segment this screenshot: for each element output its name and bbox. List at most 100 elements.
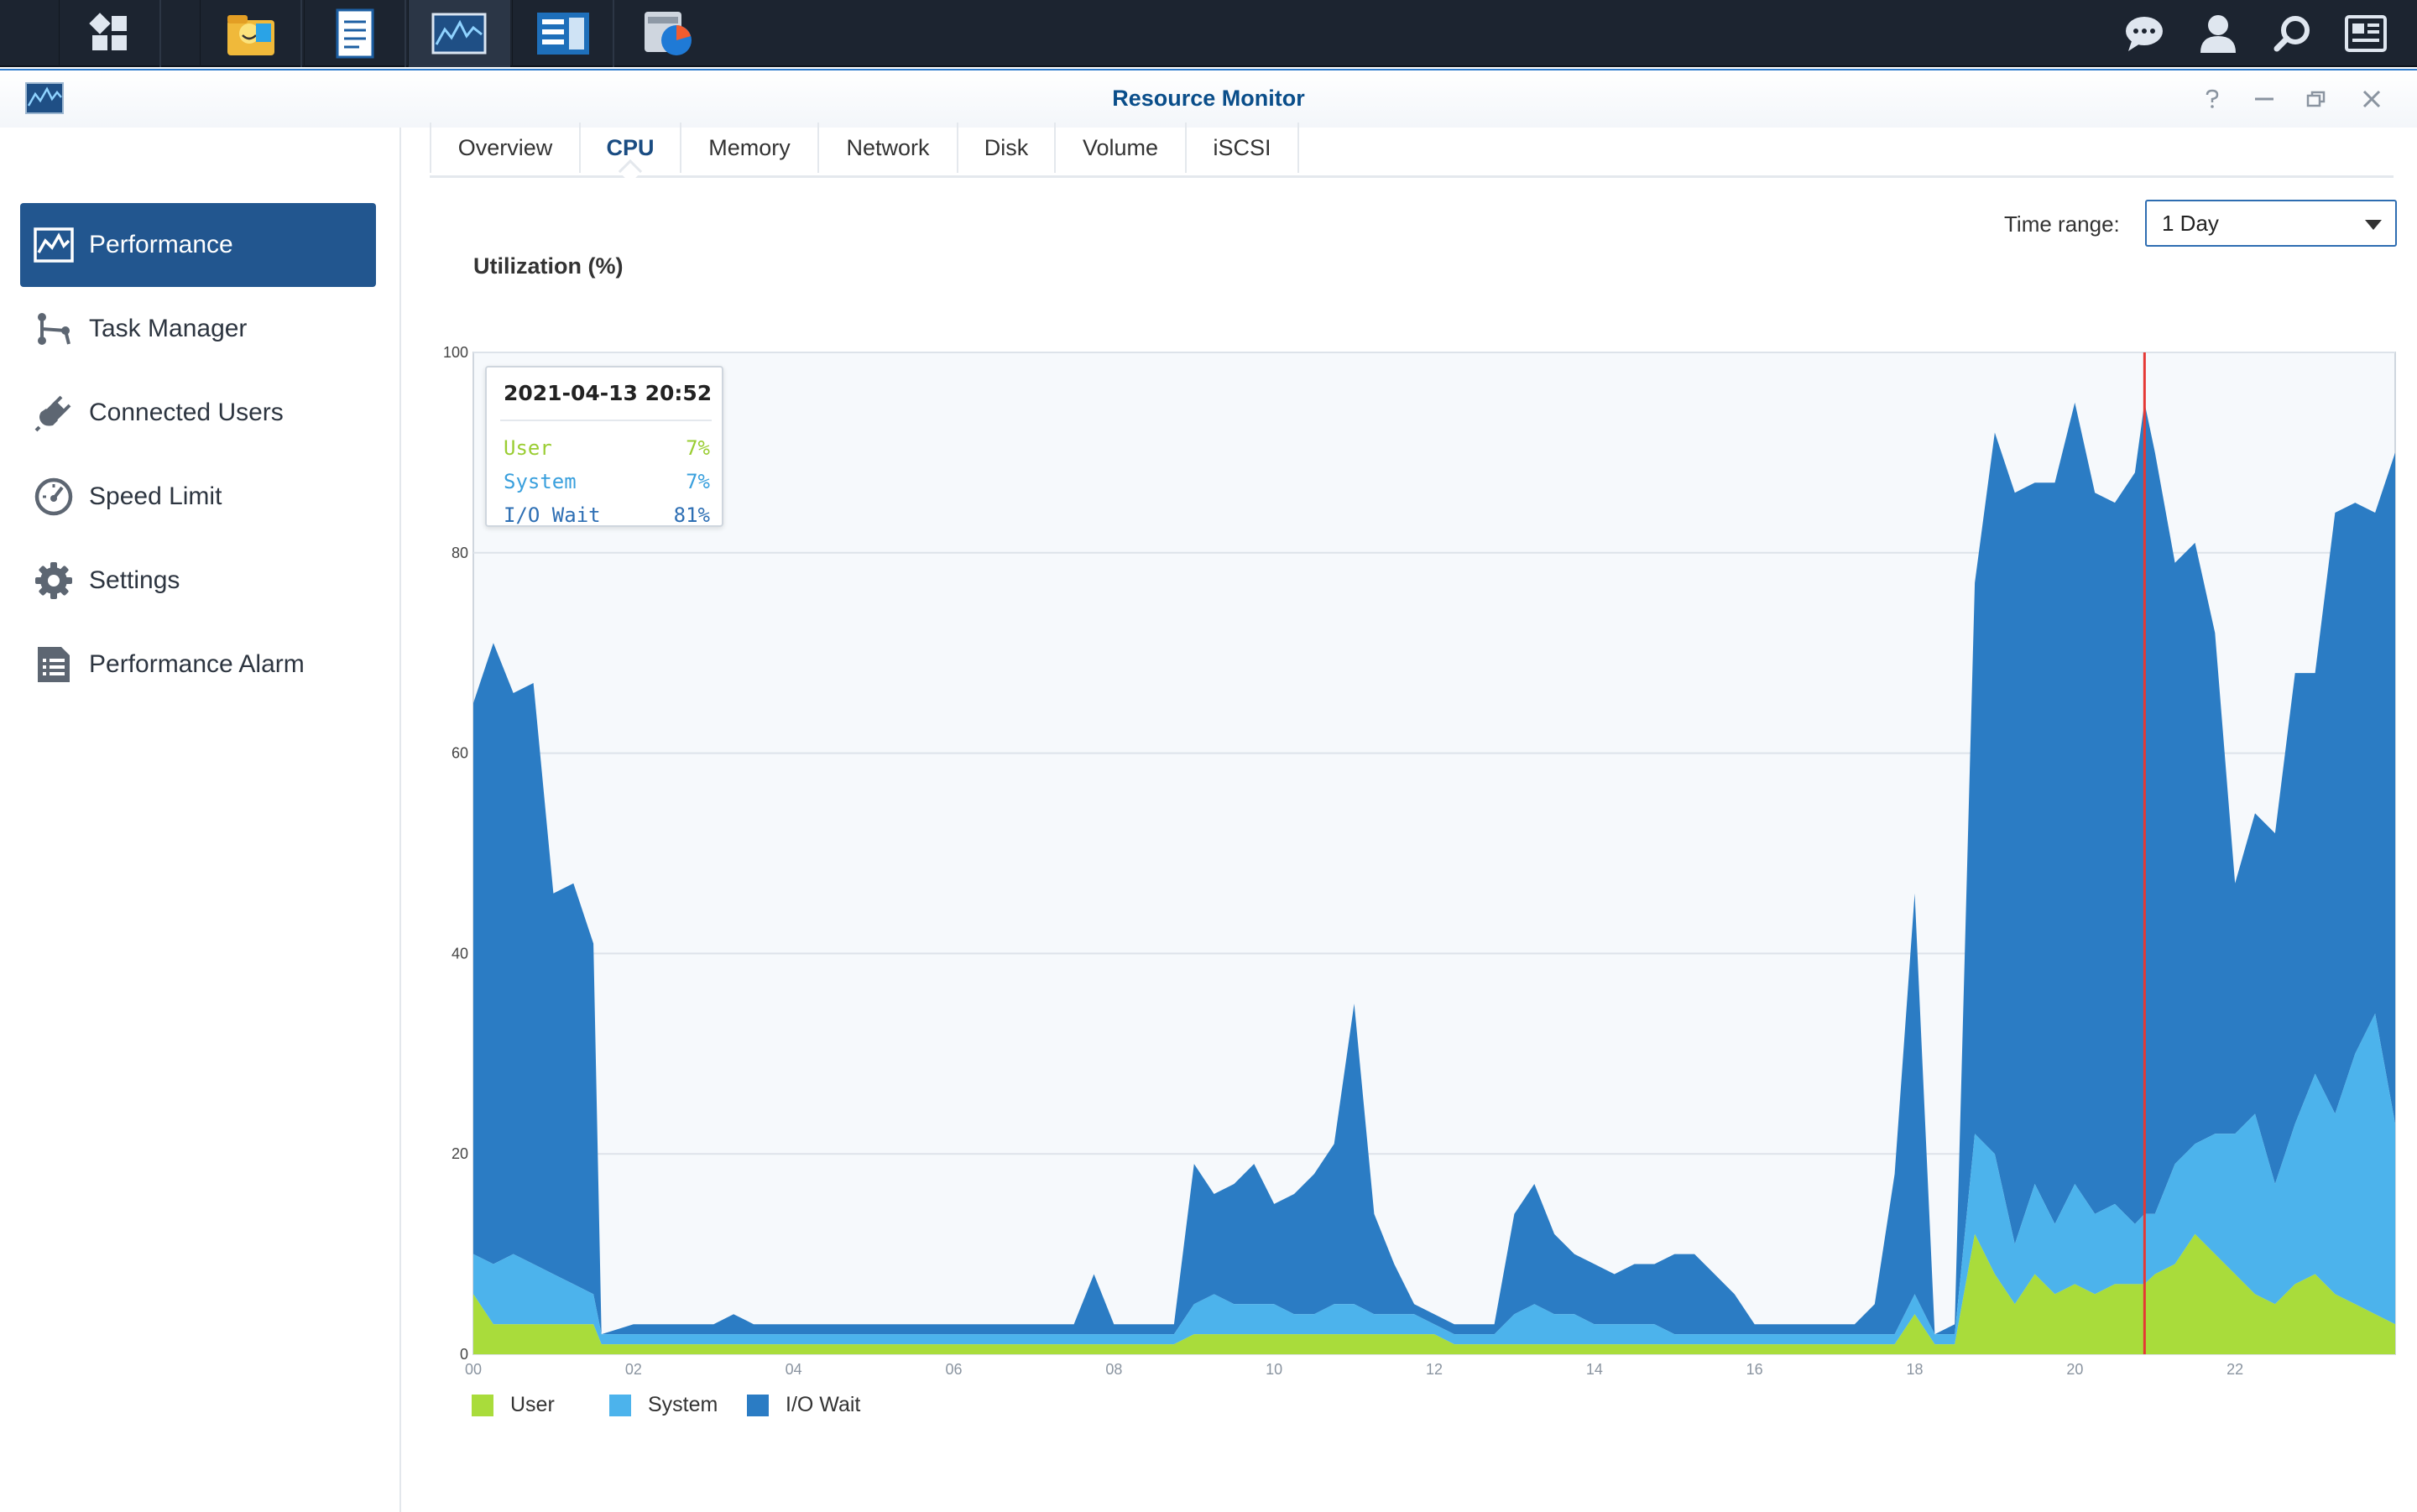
- main-menu-icon[interactable]: [59, 0, 161, 67]
- x-tick-label: 22: [2226, 1361, 2243, 1378]
- x-tick-label: 20: [2066, 1361, 2083, 1378]
- tab-overview[interactable]: Overview: [430, 123, 581, 173]
- sidebar-item-speed-limit[interactable]: Speed Limit: [20, 455, 376, 539]
- performance-icon: [32, 223, 76, 267]
- legend-item-system[interactable]: System: [609, 1393, 718, 1417]
- sidebar: Performance Task Manager Connected Users…: [0, 128, 401, 1512]
- x-tick-label: 06: [945, 1361, 962, 1378]
- x-tick-label: 18: [1906, 1361, 1923, 1378]
- sidebar-item-label: Performance Alarm: [89, 650, 305, 678]
- title-bar: Resource Monitor: [0, 70, 2417, 128]
- y-tick-label: 80: [452, 545, 468, 561]
- tab-label: iSCSI: [1213, 134, 1271, 160]
- tooltip-row-user: User 7%: [504, 436, 710, 460]
- legend-label: I/O Wait: [786, 1393, 861, 1416]
- taskbar: [0, 0, 2417, 67]
- app-icon: [25, 82, 64, 118]
- chevron-down-icon: [2365, 220, 2382, 230]
- tab-label: Memory: [708, 134, 791, 160]
- storage-manager-icon[interactable]: [512, 0, 614, 67]
- tab-cpu[interactable]: CPU: [581, 123, 681, 184]
- x-tick-label: 14: [1586, 1361, 1603, 1378]
- disk-usage-icon[interactable]: [616, 0, 718, 67]
- tab-bar: Overview CPU Memory Network Disk Volume …: [430, 123, 2394, 184]
- legend-item-iowait[interactable]: I/O Wait: [747, 1393, 860, 1417]
- tooltip-value: 7%: [686, 436, 710, 460]
- minimize-icon[interactable]: [2247, 84, 2281, 114]
- resource-monitor-icon[interactable]: [408, 0, 510, 67]
- y-tick-label: 100: [443, 344, 468, 361]
- restore-icon[interactable]: [2300, 84, 2333, 114]
- time-range-value: 1 Day: [2162, 210, 2219, 236]
- tab-label: Network: [846, 134, 930, 160]
- tab-disk[interactable]: Disk: [958, 123, 1056, 173]
- tab-iscsi[interactable]: iSCSI: [1187, 123, 1299, 173]
- alarm-list-icon: [32, 643, 76, 686]
- sidebar-item-label: Speed Limit: [89, 482, 222, 510]
- tab-label: CPU: [606, 134, 655, 160]
- plug-icon: [32, 391, 76, 435]
- tab-label: Volume: [1082, 134, 1159, 160]
- window-title: Resource Monitor: [1112, 86, 1305, 111]
- sidebar-item-performance[interactable]: Performance: [20, 203, 376, 287]
- user-icon[interactable]: [2189, 8, 2247, 59]
- y-tick-label: 40: [452, 945, 468, 962]
- widgets-icon[interactable]: [2336, 8, 2395, 59]
- resource-monitor-window: Resource Monitor Performance Task Manage…: [0, 69, 2417, 1512]
- sidebar-item-settings[interactable]: Settings: [20, 539, 376, 623]
- time-range-select[interactable]: 1 Day: [2145, 200, 2397, 247]
- chat-icon[interactable]: [2115, 8, 2174, 59]
- sidebar-item-performance-alarm[interactable]: Performance Alarm: [20, 623, 376, 706]
- tab-network[interactable]: Network: [819, 123, 958, 173]
- notes-icon[interactable]: [304, 0, 406, 67]
- tab-volume[interactable]: Volume: [1056, 123, 1187, 173]
- legend-item-user[interactable]: User: [472, 1393, 555, 1417]
- sidebar-item-label: Connected Users: [89, 399, 284, 426]
- gear-icon: [32, 559, 76, 602]
- y-tick-label: 20: [452, 1145, 468, 1162]
- tab-label: Disk: [984, 134, 1029, 160]
- legend-label: User: [510, 1393, 555, 1416]
- help-icon[interactable]: [2195, 84, 2229, 114]
- legend-swatch: [747, 1394, 769, 1416]
- tab-memory[interactable]: Memory: [681, 123, 819, 173]
- tooltip-row-iowait: I/O Wait 81%: [504, 503, 710, 527]
- sidebar-item-label: Settings: [89, 566, 180, 594]
- x-tick-label: 04: [786, 1361, 802, 1378]
- search-icon[interactable]: [2263, 8, 2321, 59]
- sidebar-item-connected-users[interactable]: Connected Users: [20, 371, 376, 455]
- tooltip-label: User: [504, 436, 552, 460]
- tooltip-row-system: System 7%: [504, 470, 710, 493]
- legend-swatch: [472, 1394, 493, 1416]
- time-range-label: Time range:: [2004, 211, 2120, 237]
- y-tick-label: 60: [452, 745, 468, 762]
- close-icon[interactable]: [2355, 84, 2388, 114]
- legend-label: System: [648, 1393, 718, 1416]
- sidebar-item-task-manager[interactable]: Task Manager: [20, 287, 376, 371]
- x-tick-label: 10: [1266, 1361, 1282, 1378]
- chart-tooltip: 2021-04-13 20:52 User 7% System 7% I/O W…: [485, 366, 723, 527]
- area-iowait: [473, 402, 2395, 1335]
- sidebar-item-label: Task Manager: [89, 315, 248, 342]
- x-tick-label: 16: [1746, 1361, 1763, 1378]
- y-tick-label: 0: [460, 1346, 468, 1363]
- x-tick-label: 08: [1105, 1361, 1122, 1378]
- chart-title: Utilization (%): [473, 253, 624, 279]
- tooltip-timestamp: 2021-04-13 20:52: [504, 381, 713, 405]
- tooltip-value: 7%: [686, 470, 710, 493]
- tooltip-value: 81%: [673, 503, 710, 527]
- tooltip-label: I/O Wait: [504, 503, 601, 527]
- file-station-icon[interactable]: [200, 0, 302, 67]
- x-tick-label: 12: [1426, 1361, 1443, 1378]
- cpu-utilization-chart: 0 20 40 60 80 100 00 02 04 06 08 10 12 14 16 18 20 22: [443, 344, 2396, 1378]
- x-tick-label: 02: [625, 1361, 642, 1378]
- sidebar-item-label: Performance: [89, 231, 233, 258]
- active-tab-caret: [618, 159, 643, 184]
- area-user: [473, 1233, 2395, 1354]
- legend-swatch: [609, 1394, 631, 1416]
- tooltip-divider: [500, 420, 712, 421]
- tooltip-label: System: [504, 470, 577, 493]
- task-manager-icon: [32, 307, 76, 351]
- x-tick-label: 00: [465, 1361, 482, 1378]
- speedometer-icon: [32, 475, 76, 519]
